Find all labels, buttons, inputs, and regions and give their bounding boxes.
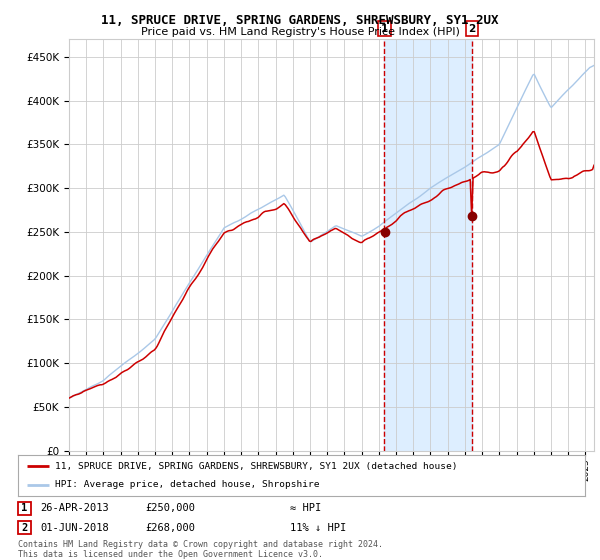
Text: 2: 2 <box>22 522 28 533</box>
Text: Contains HM Land Registry data © Crown copyright and database right 2024.: Contains HM Land Registry data © Crown c… <box>18 540 383 549</box>
Bar <box>385 39 472 451</box>
Text: This data is licensed under the Open Government Licence v3.0.: This data is licensed under the Open Gov… <box>18 550 323 559</box>
Text: 11, SPRUCE DRIVE, SPRING GARDENS, SHREWSBURY, SY1 2UX: 11, SPRUCE DRIVE, SPRING GARDENS, SHREWS… <box>101 14 499 27</box>
Text: HPI: Average price, detached house, Shropshire: HPI: Average price, detached house, Shro… <box>55 480 319 489</box>
FancyBboxPatch shape <box>18 521 31 534</box>
Text: 1: 1 <box>381 24 388 34</box>
Text: 2: 2 <box>469 24 476 34</box>
Text: Price paid vs. HM Land Registry's House Price Index (HPI): Price paid vs. HM Land Registry's House … <box>140 27 460 37</box>
Text: 11, SPRUCE DRIVE, SPRING GARDENS, SHREWSBURY, SY1 2UX (detached house): 11, SPRUCE DRIVE, SPRING GARDENS, SHREWS… <box>55 461 457 470</box>
Text: 1: 1 <box>22 503 28 514</box>
Text: ≈ HPI: ≈ HPI <box>290 503 321 514</box>
FancyBboxPatch shape <box>18 502 31 515</box>
Text: 11% ↓ HPI: 11% ↓ HPI <box>290 522 346 533</box>
Text: 01-JUN-2018: 01-JUN-2018 <box>40 522 109 533</box>
Text: £268,000: £268,000 <box>145 522 195 533</box>
Text: £250,000: £250,000 <box>145 503 195 514</box>
Text: 26-APR-2013: 26-APR-2013 <box>40 503 109 514</box>
